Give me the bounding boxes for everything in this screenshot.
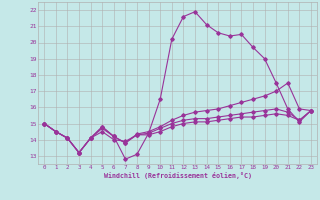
X-axis label: Windchill (Refroidissement éolien,°C): Windchill (Refroidissement éolien,°C) — [104, 172, 252, 179]
